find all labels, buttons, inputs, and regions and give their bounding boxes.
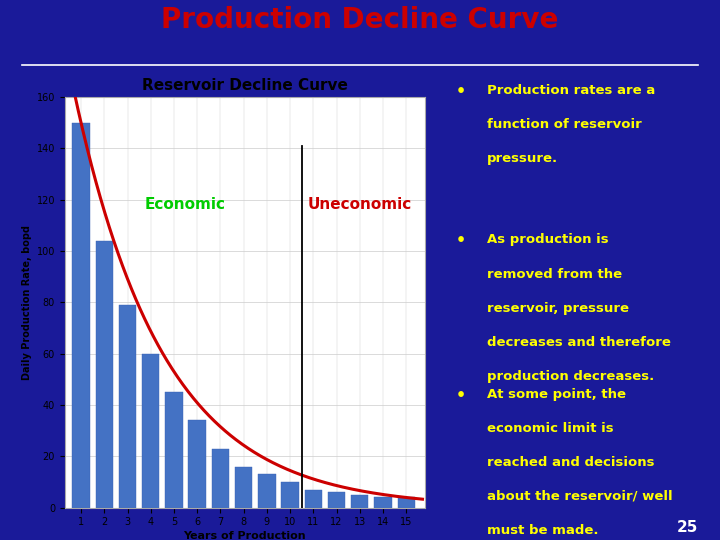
Bar (351, 495, 369, 508)
Text: must be made.: must be made. (487, 524, 598, 537)
Text: •: • (456, 388, 467, 403)
Bar (235, 467, 252, 508)
Bar (96, 241, 113, 508)
Text: Production rates are a: Production rates are a (487, 84, 655, 97)
Bar (212, 449, 229, 508)
Bar (72, 123, 90, 508)
Text: Economic: Economic (145, 198, 226, 212)
Text: reservoir, pressure: reservoir, pressure (487, 301, 629, 314)
Bar (397, 497, 415, 508)
Bar (142, 354, 159, 508)
Bar (119, 305, 136, 508)
Text: production decreases.: production decreases. (487, 369, 654, 382)
Text: economic limit is: economic limit is (487, 422, 613, 435)
Text: •: • (456, 233, 467, 248)
Text: Production Decline Curve: Production Decline Curve (161, 5, 559, 33)
X-axis label: Years of Production: Years of Production (184, 531, 306, 540)
Title: Reservoir Decline Curve: Reservoir Decline Curve (142, 78, 348, 93)
Text: decreases and therefore: decreases and therefore (487, 335, 671, 348)
Bar (258, 474, 276, 508)
Text: function of reservoir: function of reservoir (487, 118, 642, 131)
Bar (282, 482, 299, 508)
Text: about the reservoir/ well: about the reservoir/ well (487, 490, 672, 503)
Text: removed from the: removed from the (487, 267, 622, 280)
Text: As production is: As production is (487, 233, 608, 246)
Bar (374, 497, 392, 508)
Y-axis label: Daily Production Rate, bopd: Daily Production Rate, bopd (22, 225, 32, 380)
Bar (305, 490, 322, 508)
Text: Uneconomic: Uneconomic (307, 198, 412, 212)
Text: pressure.: pressure. (487, 152, 558, 165)
Text: •: • (456, 84, 467, 99)
Bar (328, 492, 346, 508)
Text: reached and decisions: reached and decisions (487, 456, 654, 469)
Text: 25: 25 (677, 519, 698, 535)
Bar (166, 392, 183, 508)
Bar (189, 420, 206, 508)
Text: At some point, the: At some point, the (487, 388, 626, 401)
